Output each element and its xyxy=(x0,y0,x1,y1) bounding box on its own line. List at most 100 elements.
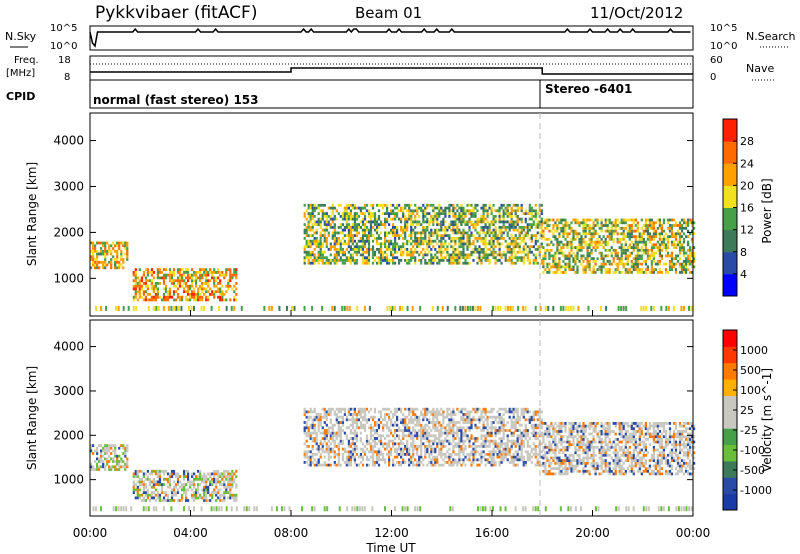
power-cell xyxy=(516,220,519,224)
power-cell xyxy=(528,259,531,262)
power-cell xyxy=(580,254,583,258)
power-cell xyxy=(616,265,619,269)
velocity-cell xyxy=(510,445,513,448)
velocity-cell xyxy=(466,434,469,438)
velocity-cell xyxy=(512,413,515,416)
power-cell xyxy=(375,239,379,243)
power-cell xyxy=(612,237,615,241)
velocity-cell xyxy=(361,415,365,419)
power-cell xyxy=(416,220,419,224)
velocity-cell xyxy=(446,455,449,459)
power-cell xyxy=(333,231,336,235)
power-cell xyxy=(353,203,356,207)
velocity-cell xyxy=(410,415,413,419)
power-cell xyxy=(642,229,645,233)
power-cell xyxy=(484,209,487,213)
velocity-cell xyxy=(486,429,489,432)
velocity-cell xyxy=(355,437,358,440)
velocity-cell xyxy=(410,421,413,424)
power-cell xyxy=(400,226,403,229)
power-cell xyxy=(674,271,678,274)
power-cell xyxy=(412,231,415,235)
velocity-cell xyxy=(464,439,467,443)
power-cell xyxy=(373,228,377,232)
velocity-cell xyxy=(134,469,137,473)
power-cell xyxy=(564,229,567,233)
power-cell xyxy=(235,293,238,296)
velocity-cell xyxy=(98,460,101,463)
power-cell xyxy=(470,253,473,257)
power-cell xyxy=(390,253,393,257)
power-cell xyxy=(432,220,435,224)
velocity-cell xyxy=(426,423,429,427)
power-cell xyxy=(472,226,475,229)
power-cell xyxy=(617,305,620,311)
power-cell xyxy=(434,215,437,218)
velocity-cell xyxy=(472,461,475,464)
power-cell xyxy=(662,237,665,241)
velocity-cell xyxy=(331,439,334,443)
power-cell xyxy=(506,245,509,249)
power-cell xyxy=(456,203,459,207)
velocity-cell xyxy=(313,463,316,467)
velocity-cell xyxy=(369,431,373,435)
power-cell xyxy=(518,206,521,210)
date-title: 11/Oct/2012 xyxy=(590,4,683,22)
power-cell xyxy=(658,243,661,247)
power-cell xyxy=(658,221,661,225)
power-cell xyxy=(512,245,515,249)
power-cell xyxy=(685,265,688,269)
velocity-cell xyxy=(317,450,320,454)
velocity-cell xyxy=(185,475,188,478)
power-cell xyxy=(648,218,651,222)
power-cell xyxy=(480,215,483,218)
power-cell xyxy=(120,258,123,261)
velocity-cell xyxy=(339,407,342,411)
power-cell xyxy=(398,245,401,249)
power-cell xyxy=(508,212,511,215)
power-cell xyxy=(384,250,387,254)
power-cell xyxy=(341,228,344,232)
power-cell xyxy=(392,261,395,265)
velocity-cell xyxy=(452,447,455,451)
velocity-cell xyxy=(124,465,127,469)
power-cell xyxy=(486,256,489,260)
power-cell xyxy=(590,232,593,236)
velocity-cell xyxy=(506,442,509,446)
power-cell xyxy=(170,305,173,311)
power-cell xyxy=(466,245,469,249)
power-cell xyxy=(410,209,413,213)
velocity-cell xyxy=(367,410,371,414)
velocity-cell xyxy=(502,442,505,446)
power-cell xyxy=(492,220,495,224)
power-cell xyxy=(201,273,204,277)
velocity-cell xyxy=(432,439,435,443)
velocity-cell xyxy=(480,437,483,440)
power-cell xyxy=(233,290,236,294)
power-cell xyxy=(624,218,627,222)
power-cell xyxy=(319,248,322,251)
velocity-cell xyxy=(496,453,499,456)
velocity-cell xyxy=(353,407,356,411)
velocity-cell xyxy=(90,449,93,453)
power-cell xyxy=(408,261,411,265)
velocity-cell xyxy=(164,469,168,473)
power-cell xyxy=(642,251,645,255)
velocity-cell xyxy=(476,439,479,443)
power-cell xyxy=(632,248,635,252)
velocity-cell xyxy=(110,452,113,455)
power-cell xyxy=(488,231,491,235)
power-cell xyxy=(636,243,639,247)
velocity-cell xyxy=(472,415,475,419)
power-cell xyxy=(363,217,367,221)
power-cell xyxy=(428,237,431,240)
velocity-cell xyxy=(174,493,178,497)
power-cell xyxy=(432,215,435,218)
power-cell xyxy=(548,248,551,252)
power-cell xyxy=(646,235,649,238)
velocity-cell xyxy=(345,426,348,430)
velocity-cell xyxy=(335,407,338,411)
power-cell xyxy=(512,256,515,260)
power-cell xyxy=(578,240,581,244)
power-cell xyxy=(367,261,371,265)
